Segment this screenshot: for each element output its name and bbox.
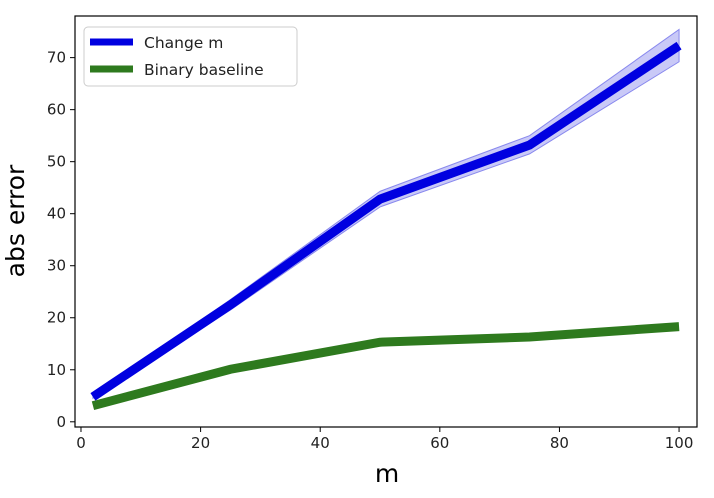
axes: 0 20 40 60 80 100 0 10 20 30 40 50 60 70 xyxy=(47,49,693,452)
y-tick-label: 30 xyxy=(47,257,66,275)
legend-box xyxy=(83,26,298,87)
plot-frame xyxy=(74,15,698,428)
legend: Change m Binary baseline xyxy=(83,26,298,87)
series-line-1 xyxy=(91,322,680,411)
x-tick-label: 80 xyxy=(550,434,569,452)
y-tick-label: 10 xyxy=(47,361,66,379)
x-tick-label: 0 xyxy=(76,434,86,452)
x-tick-label: 40 xyxy=(311,434,330,452)
y-tick-label: 20 xyxy=(47,309,66,327)
y-tick-label: 40 xyxy=(47,205,66,223)
y-tick-label: 0 xyxy=(56,413,66,431)
legend-label-change-m: Change m xyxy=(144,34,223,52)
y-axis-title: abs error xyxy=(1,164,30,277)
y-tick-label: 70 xyxy=(47,49,66,67)
plot-area xyxy=(90,28,682,411)
x-tick-label: 60 xyxy=(430,434,449,452)
series-line-0 xyxy=(90,41,682,401)
y-tick-label: 60 xyxy=(47,101,66,119)
x-tick-label: 20 xyxy=(191,434,210,452)
x-axis-title: m xyxy=(375,459,399,488)
y-tick-label: 50 xyxy=(47,153,66,171)
x-tick-label: 100 xyxy=(665,434,694,452)
legend-label-binary-baseline: Binary baseline xyxy=(144,61,264,79)
